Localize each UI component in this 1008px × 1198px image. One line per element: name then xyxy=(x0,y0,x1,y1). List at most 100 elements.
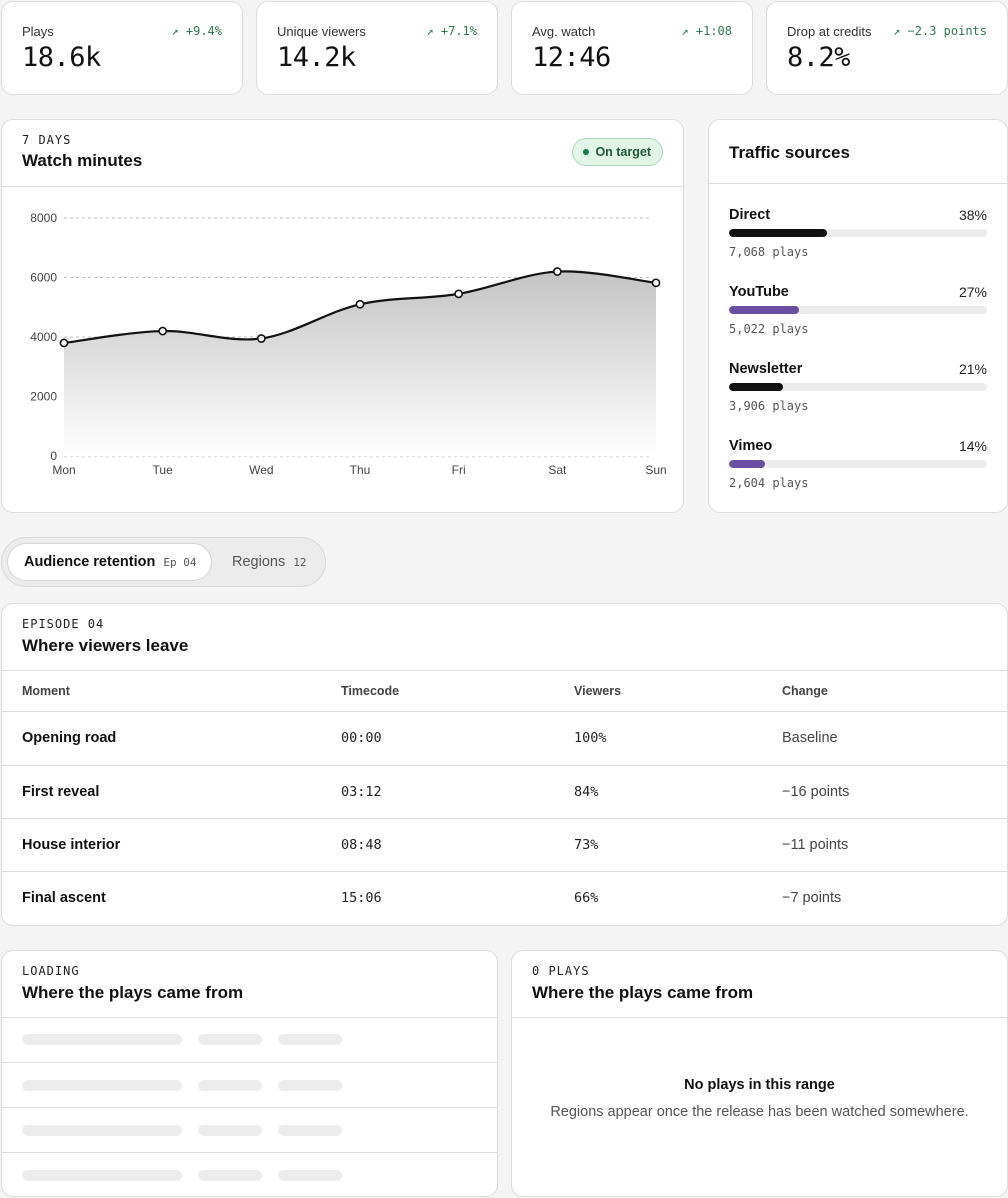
source-bar xyxy=(729,383,987,391)
x-tick-label: Thu xyxy=(350,463,371,477)
column-header-timecode: Timecode xyxy=(341,684,400,698)
traffic-source-newsletter: Newsletter 21% 3,906 plays xyxy=(729,361,987,431)
watch-minutes-chart: 0 2000 4000 6000 8000 Mon Tue Wed Thu Fri Sat Sun xyxy=(30,211,666,477)
kpi-label: Drop at credits xyxy=(787,24,872,39)
source-name: Vimeo xyxy=(729,438,773,454)
tab-audience-retention[interactable]: Audience retention Ep 04 xyxy=(7,543,212,581)
cell-viewers: 66% xyxy=(574,890,599,906)
traffic-sources-card: Traffic sources Direct 38% 7,068 plays Y… xyxy=(708,119,1008,513)
source-bar-fill xyxy=(729,460,766,468)
skeleton-bar xyxy=(22,1170,182,1181)
skeleton-bar xyxy=(22,1080,182,1091)
cell-moment: First reveal xyxy=(22,784,100,800)
cell-timecode: 08:48 xyxy=(341,837,382,853)
table-row: House interior 08:48 73% −11 points xyxy=(2,818,1007,871)
source-bar-fill xyxy=(729,383,784,391)
skeleton-bar xyxy=(22,1125,182,1136)
traffic-source-vimeo: Vimeo 14% 2,604 plays xyxy=(729,438,987,508)
tab-regions[interactable]: Regions 12 xyxy=(217,543,322,581)
source-bar xyxy=(729,229,987,237)
view-tabs: Audience retention Ep 04 Regions 12 xyxy=(1,537,326,587)
data-point xyxy=(158,326,168,336)
data-point xyxy=(454,289,464,299)
cell-change: −11 points xyxy=(782,837,849,853)
cell-timecode: 03:12 xyxy=(341,784,382,800)
kpi-label: Avg. watch xyxy=(532,24,596,39)
skeleton-bar xyxy=(278,1170,342,1181)
source-plays: 5,022 plays xyxy=(729,322,809,336)
source-bar xyxy=(729,306,987,314)
status-badge: On target xyxy=(572,138,663,166)
column-header-moment: Moment xyxy=(22,684,70,698)
kpi-card-avg-watch: Avg. watch ↗ +1:08 12:46 xyxy=(511,1,753,95)
kpi-delta: ↗ +1:08 xyxy=(681,24,732,38)
empty-state-message: Regions appear once the release has been… xyxy=(550,1104,969,1120)
cell-moment: Final ascent xyxy=(22,890,106,906)
kpi-delta: ↗ −2.3 points xyxy=(893,24,987,38)
source-bar-fill xyxy=(729,306,799,314)
y-tick-label: 8000 xyxy=(30,211,57,225)
x-tick-label: Sun xyxy=(645,463,666,477)
tab-label: Regions xyxy=(232,554,286,570)
source-plays: 7,068 plays xyxy=(729,245,809,259)
watch-minutes-card: 7 DAYS Watch minutes On target 0 2000 4000… xyxy=(1,119,684,513)
cell-moment: Opening road xyxy=(22,730,117,746)
skeleton-bar xyxy=(22,1034,182,1045)
card-eyebrow: EPISODE 04 xyxy=(22,617,105,631)
table-header: Moment Timecode Viewers Change xyxy=(2,671,1007,711)
tab-count: 12 xyxy=(293,555,307,569)
source-bar xyxy=(729,460,987,468)
kpi-value: 12:46 xyxy=(532,42,611,73)
table-row: Opening road 00:00 100% Baseline xyxy=(2,711,1007,764)
cell-viewers: 100% xyxy=(574,730,607,746)
data-point xyxy=(552,267,562,276)
traffic-source-youtube: YouTube 27% 5,022 plays xyxy=(729,284,987,354)
divider xyxy=(512,1017,1007,1018)
column-header-viewers: Viewers xyxy=(574,684,622,698)
x-tick-label: Tue xyxy=(153,463,174,477)
source-percent: 27% xyxy=(958,284,987,300)
y-tick-label: 6000 xyxy=(30,271,57,285)
skeleton-bar xyxy=(278,1080,342,1091)
tab-sublabel: Ep 04 xyxy=(163,555,197,569)
table-row: Final ascent 15:06 66% −7 points xyxy=(2,871,1007,924)
skeleton-bar xyxy=(198,1034,262,1045)
source-percent: 21% xyxy=(958,361,987,377)
cell-timecode: 00:00 xyxy=(341,730,382,746)
cell-viewers: 73% xyxy=(574,837,599,853)
source-bar-fill xyxy=(729,229,828,237)
source-percent: 14% xyxy=(958,438,987,454)
traffic-source-direct: Direct 38% 7,068 plays xyxy=(729,207,987,277)
divider xyxy=(2,1017,497,1018)
kpi-card-unique-viewers: Unique viewers ↗ +7.1% 14.2k xyxy=(256,1,498,95)
source-name: Direct xyxy=(729,207,771,223)
kpi-label: Unique viewers xyxy=(277,24,366,39)
skeleton-row xyxy=(2,1107,497,1152)
card-eyebrow: 7 DAYS xyxy=(22,133,72,147)
x-tick-label: Fri xyxy=(452,463,466,477)
column-header-change: Change xyxy=(782,684,828,698)
kpi-label: Plays xyxy=(22,24,54,39)
card-title: Where viewers leave xyxy=(22,636,189,655)
skeleton-bar xyxy=(278,1125,342,1136)
kpi-card-plays: Plays ↗ +9.4% 18.6k xyxy=(1,1,243,95)
kpi-card-drop-at-credits: Drop at credits ↗ −2.3 points 8.2% xyxy=(766,1,1008,95)
skeleton-row xyxy=(2,1062,497,1107)
cell-change: −16 points xyxy=(782,784,850,800)
kpi-value: 8.2% xyxy=(787,42,851,73)
source-name: YouTube xyxy=(729,284,789,300)
data-point xyxy=(651,278,661,288)
cell-change: −7 points xyxy=(782,890,842,906)
cell-timecode: 15:06 xyxy=(341,890,382,906)
x-tick-label: Wed xyxy=(249,463,273,477)
data-point xyxy=(256,334,266,343)
kpi-value: 14.2k xyxy=(277,42,356,73)
chart-area xyxy=(64,271,656,456)
tab-label: Audience retention xyxy=(24,554,156,570)
cell-change: Baseline xyxy=(782,730,838,746)
data-point xyxy=(59,338,69,348)
source-percent: 38% xyxy=(958,207,987,223)
cell-viewers: 84% xyxy=(574,784,599,800)
card-eyebrow: LOADING xyxy=(22,964,80,978)
skeleton-bar xyxy=(278,1034,342,1045)
